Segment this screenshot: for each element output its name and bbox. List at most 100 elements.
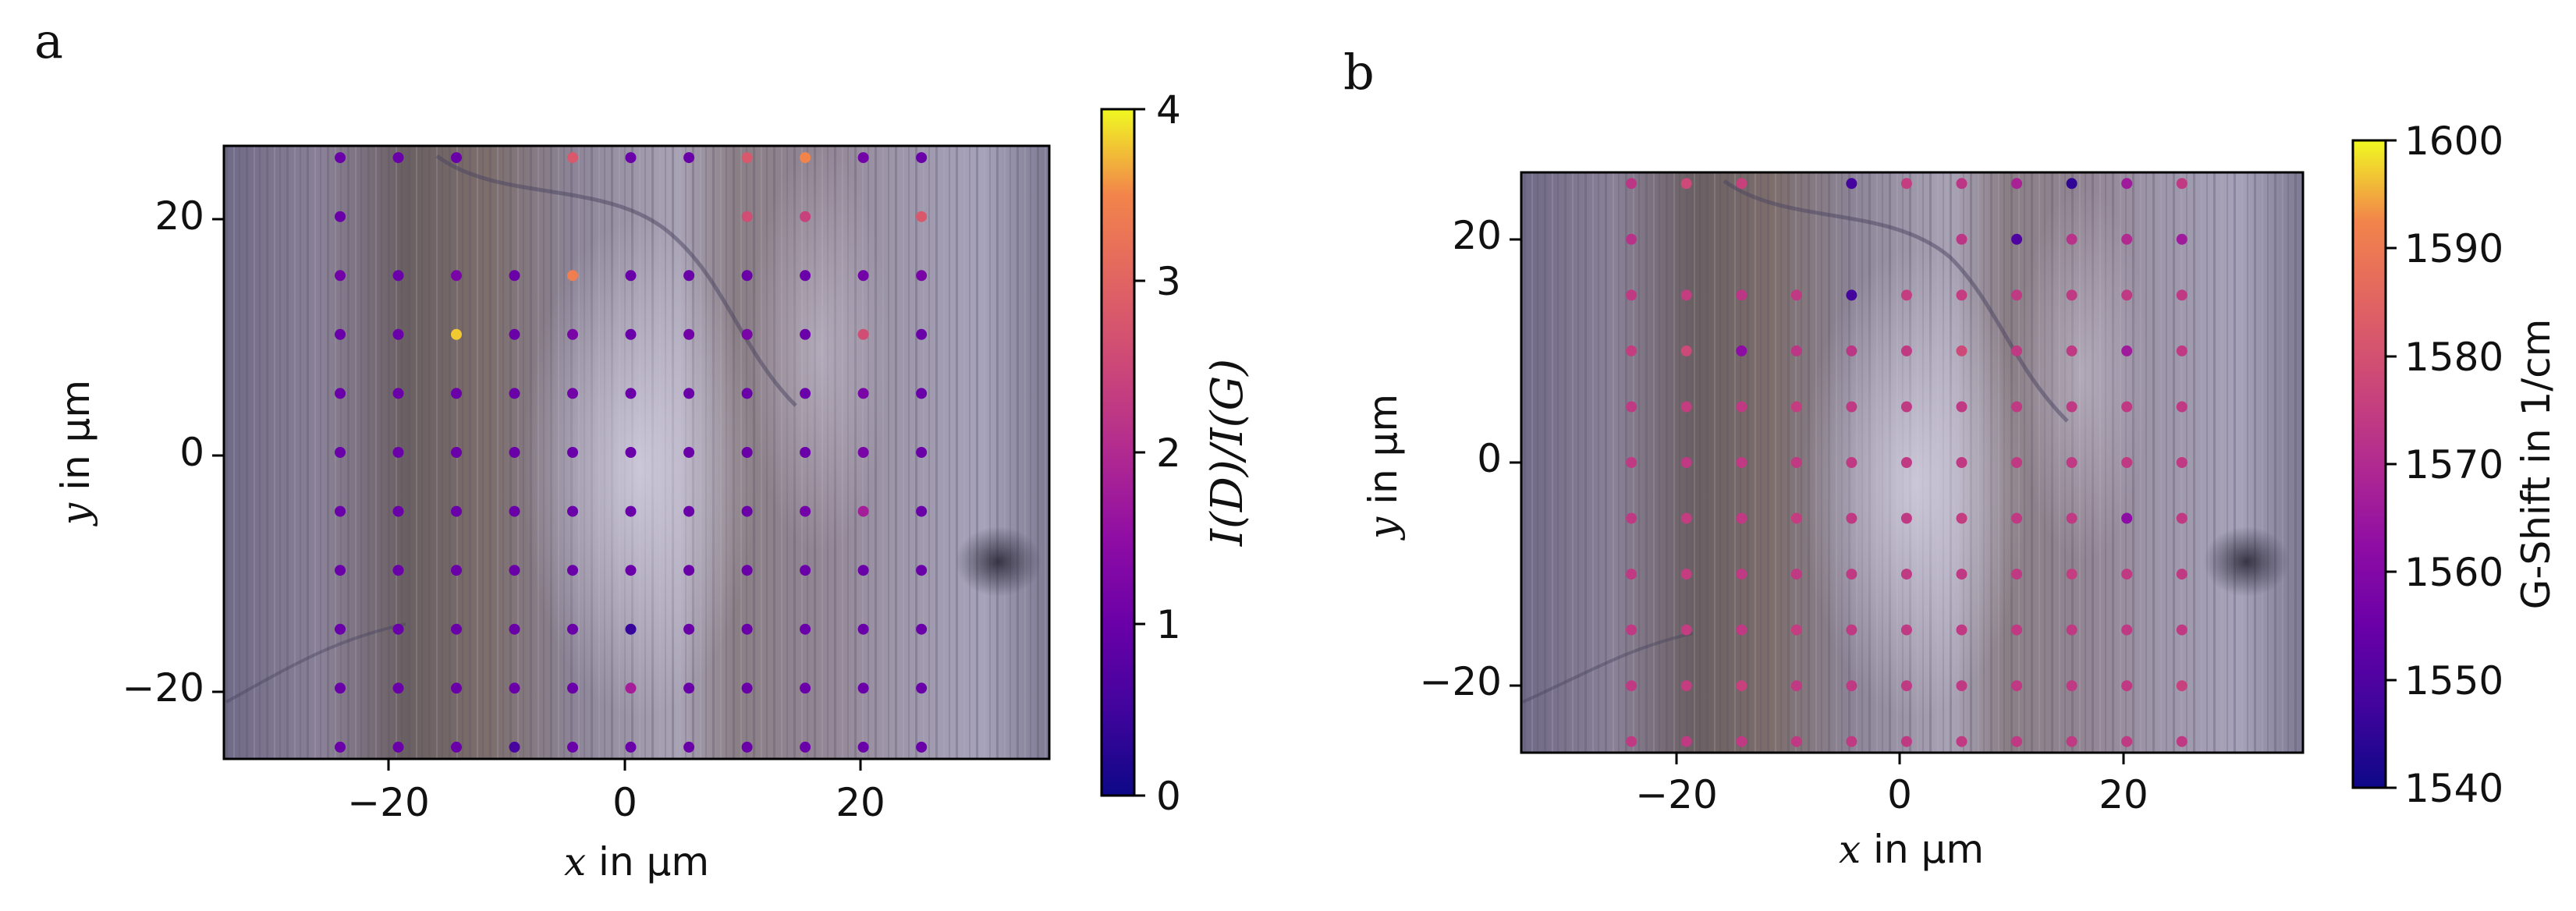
scatter-point — [567, 682, 578, 694]
panel-a-colorbar-tick-label: 4 — [1156, 87, 1181, 133]
scatter-point — [2011, 569, 2023, 580]
panel-a-colorbar-tick-label: 3 — [1156, 259, 1181, 304]
scatter-point — [335, 447, 346, 458]
scatter-point — [916, 505, 928, 517]
scatter-point — [741, 211, 753, 222]
scatter-point — [1680, 736, 1692, 747]
scatter-point — [392, 388, 404, 399]
scatter-point — [509, 505, 520, 517]
scatter-point — [1790, 289, 1802, 301]
scatter-point — [857, 270, 869, 282]
scatter-point — [800, 270, 811, 282]
scatter-point — [2176, 624, 2187, 636]
panel-a-xtick-label: 0 — [612, 780, 637, 825]
scatter-point — [916, 623, 928, 635]
panel-b-xtick-label: 20 — [2099, 772, 2148, 817]
scatter-point — [2176, 233, 2187, 245]
scatter-point — [857, 623, 869, 635]
panel-a-colorbar-label: I(D)/I(G) — [1202, 359, 1253, 547]
scatter-point — [509, 741, 520, 753]
scatter-point — [1680, 345, 1692, 356]
scatter-point — [857, 505, 869, 517]
scatter-point — [1680, 569, 1692, 580]
scatter-point — [1956, 624, 1967, 636]
scatter-point — [335, 270, 346, 282]
scatter-point — [2121, 512, 2133, 524]
scatter-point — [392, 565, 404, 576]
scatter-point — [1956, 512, 1967, 524]
scatter-point — [451, 152, 462, 164]
panel-b-colorbar-tick-label: 1540 — [2404, 766, 2503, 811]
panel-b-xtick-label: −20 — [1635, 772, 1718, 817]
scatter-point — [335, 328, 346, 340]
scatter-point — [567, 565, 578, 576]
scatter-point — [857, 741, 869, 753]
panel-b-ytick-label: 20 — [1452, 213, 1502, 258]
scatter-point — [2121, 624, 2133, 636]
scatter-point — [335, 741, 346, 753]
scatter-point — [1956, 401, 1967, 413]
scatter-point — [1626, 457, 1637, 468]
panel-b-background-image — [1521, 172, 2303, 753]
scatter-point — [451, 682, 462, 694]
scatter-point — [741, 565, 753, 576]
panel-b-colorbar-tick-label: 1590 — [2404, 226, 2503, 271]
panel-b-colorbar-tick-label: 1600 — [2404, 119, 2503, 164]
scatter-point — [1956, 345, 1967, 356]
scatter-point — [625, 505, 637, 517]
scatter-point — [857, 152, 869, 164]
scatter-point — [451, 623, 462, 635]
panel-a-ticks — [212, 218, 862, 771]
scatter-point — [1680, 178, 1692, 190]
scatter-point — [2011, 457, 2023, 468]
panel-b-colorbar-ticks — [2386, 139, 2397, 789]
scatter-point — [1900, 345, 1912, 356]
scatter-point — [916, 211, 928, 222]
scatter-point — [509, 328, 520, 340]
scatter-point — [1846, 569, 1857, 580]
scatter-point — [1680, 624, 1692, 636]
panel-a-ytick-label: 20 — [154, 193, 204, 239]
scatter-point — [392, 623, 404, 635]
scatter-point — [2066, 345, 2077, 356]
scatter-point — [916, 741, 928, 753]
scatter-point — [625, 447, 637, 458]
scatter-point — [741, 270, 753, 282]
scatter-point — [451, 388, 462, 399]
scatter-point — [2121, 680, 2133, 692]
scatter-point — [335, 211, 346, 222]
scatter-point — [800, 447, 811, 458]
panel-a-xtick-label: −20 — [347, 780, 430, 825]
scatter-point — [1626, 289, 1637, 301]
scatter-point — [1900, 736, 1912, 747]
scatter-point — [1900, 569, 1912, 580]
panel-a-colorbar-tick-label: 1 — [1156, 602, 1181, 647]
panel-b-ticks — [1510, 238, 2125, 764]
scatter-point — [1900, 680, 1912, 692]
panel-a-xtick-label: 20 — [836, 780, 885, 825]
scatter-point — [625, 565, 637, 576]
scatter-point — [1846, 178, 1857, 190]
scatter-point — [1736, 457, 1747, 468]
scatter-point — [1626, 680, 1637, 692]
scatter-point — [567, 328, 578, 340]
scatter-point — [1736, 512, 1747, 524]
scatter-point — [1680, 680, 1692, 692]
scatter-point — [1626, 512, 1637, 524]
scatter-point — [1790, 680, 1802, 692]
scatter-point — [741, 623, 753, 635]
scatter-point — [1680, 289, 1692, 301]
scatter-point — [335, 505, 346, 517]
scatter-point — [741, 388, 753, 399]
scatter-point — [2121, 569, 2133, 580]
scatter-point — [392, 447, 404, 458]
scatter-point — [567, 388, 578, 399]
scatter-point — [2066, 680, 2077, 692]
scatter-point — [1900, 457, 1912, 468]
scatter-point — [509, 270, 520, 282]
scatter-point — [567, 152, 578, 164]
scatter-point — [625, 328, 637, 340]
scatter-point — [2066, 457, 2077, 468]
scatter-point — [392, 152, 404, 164]
